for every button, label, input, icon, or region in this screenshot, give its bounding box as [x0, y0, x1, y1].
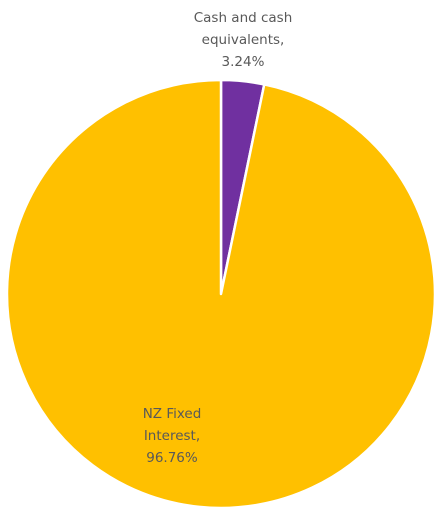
pie-slices — [5, 78, 434, 510]
data-label-line: Interest, — [144, 428, 200, 444]
data-label-line: 96.76% — [146, 450, 198, 466]
data-label-line: equivalents, — [202, 32, 285, 48]
data-label-nz-fixed-interest: NZ Fixed Interest, 96.76% — [143, 406, 202, 466]
data-label-line: NZ Fixed — [143, 406, 202, 422]
slice-labels: Cash and cash equivalents, 3.24% NZ Fixed In… — [143, 10, 293, 466]
data-label-cash-and-cash-equivalents: Cash and cash equivalents, 3.24% — [194, 10, 293, 70]
pie-slice-nz-fixed-interest — [5, 78, 434, 510]
data-label-line: 3.24% — [222, 54, 265, 70]
data-label-line: Cash and cash — [194, 10, 293, 26]
